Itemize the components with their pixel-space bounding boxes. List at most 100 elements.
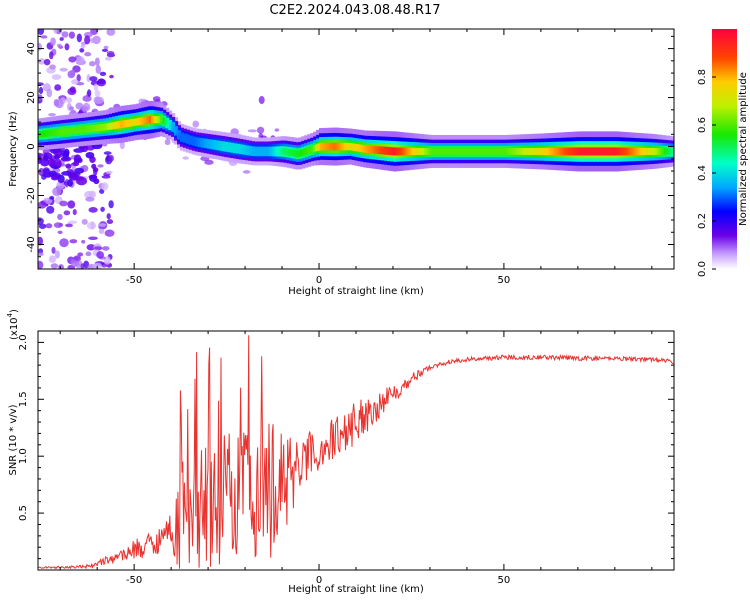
heatmap-noise-cell [59, 37, 64, 41]
colorbar-tick-label: 0.8 [697, 69, 708, 85]
heatmap-noise-cell [54, 84, 62, 91]
heatmap-ridge-core [51, 129, 55, 137]
heatmap-noise-cell [57, 174, 65, 183]
heatmap-ridge-core [208, 141, 212, 147]
heatmap-ridge-core [77, 126, 81, 134]
y-tick-label: -20 [26, 187, 37, 203]
heatmap-ridge-core [193, 139, 197, 145]
heatmap-ridge-core [528, 147, 532, 155]
heatmap-ridge-core [634, 147, 638, 156]
heatmap-ridge-core [623, 147, 627, 156]
heatmap-ridge-core [512, 148, 516, 155]
heatmap-ridge-core [452, 148, 456, 155]
heatmap-ridge-core [284, 148, 288, 155]
heatmap-ridge-core [40, 130, 44, 138]
heatmap-noise-cell [67, 179, 74, 187]
heatmap-ridge-core [164, 119, 168, 126]
heatmap-ridge-core [355, 143, 359, 152]
heatmap-ridge-core [563, 147, 567, 156]
heatmap-ridge-core [554, 147, 558, 156]
heatmap-noise-cell [182, 156, 189, 160]
heatmap-ridge-core [368, 145, 372, 154]
heatmap-ridge-core [113, 121, 117, 130]
x-tick-label: 0 [316, 575, 322, 586]
heatmap-noise-cell [58, 264, 64, 269]
heatmap-noise-cell [96, 78, 107, 87]
heatmap-noise-cell [46, 205, 55, 214]
heatmap-ridge-core [625, 147, 629, 156]
heatmap-ridge-core [468, 148, 472, 155]
heatmap-noise-cell [63, 148, 70, 157]
heatmap-ridge-core [171, 124, 175, 130]
heatmap-noise-cell [192, 120, 199, 128]
snr-x-axis-label: Height of straight line (km) [288, 584, 424, 595]
heatmap-ridge-core [313, 145, 317, 152]
heatmap-ridge-core [277, 148, 281, 155]
heatmap-ridge-core [224, 143, 228, 150]
heatmap-ridge-core [659, 148, 663, 155]
colorbar-ticks: 0.0 0.2 0.4 0.6 0.8 [697, 69, 716, 277]
heatmap-ridge-core [521, 148, 525, 155]
heatmap-ridge-core [126, 119, 130, 127]
heatmap-noise-cell [80, 44, 86, 49]
heatmap-noise-cell [88, 174, 98, 179]
heatmap-noise-cell [38, 29, 45, 36]
heatmap-ridge-core [317, 143, 321, 151]
snr-multiplier-base: (x10 [9, 317, 20, 340]
heatmap-ridge-core [330, 142, 334, 151]
heatmap-noise-cell [164, 139, 171, 146]
heatmap-ridge-core [381, 146, 385, 155]
heatmap-ridge-core [226, 144, 230, 151]
heatmap-ridge-core [590, 147, 594, 156]
heatmap-ridge-core [326, 142, 330, 151]
heatmap-ridge-core [417, 147, 421, 155]
heatmap-ridge-core [648, 147, 652, 156]
heatmap-ridge-core [115, 121, 119, 129]
heatmap-ridge-core [612, 147, 616, 156]
heatmap-ridge-core [537, 147, 541, 156]
heatmap-ridge-core [146, 116, 150, 124]
heatmap-ridge-core [581, 147, 585, 156]
heatmap-ridge-core [228, 144, 232, 151]
heatmap-ridge-core [503, 148, 507, 155]
snr-ticks: -50 0 50 0.5 1.0 1.5 2.0 [18, 331, 674, 586]
heatmap-ridge-core [353, 143, 357, 151]
heatmap-ridge-core [495, 148, 499, 155]
heatmap-noise-cell [67, 87, 77, 96]
heatmap-noise-cell [75, 102, 84, 110]
heatmap-ridge-core [348, 142, 352, 151]
heatmap-noise-cell [103, 151, 112, 155]
heatmap-ridge-core [446, 148, 450, 155]
heatmap-ridge-core [621, 147, 625, 156]
heatmap-noise-cell [63, 210, 71, 216]
heatmap-ridge-core [437, 148, 441, 155]
svg-text:(x104): (x104) [6, 309, 20, 340]
heatmap-noise-cell [89, 61, 96, 67]
heatmap-ridge-core [120, 120, 124, 129]
heatmap-noise-cell [108, 154, 114, 162]
heatmap-ridge-core [157, 116, 161, 124]
heatmap-ridge-core [577, 147, 581, 156]
heatmap-ridge-core [142, 116, 146, 125]
heatmap-noise-cell [96, 251, 105, 259]
heatmap-ridge-core [390, 147, 394, 156]
heatmap-noise-cell [70, 109, 76, 114]
heatmap-noise-cell [88, 236, 98, 241]
heatmap-noise-cell [47, 158, 56, 167]
heatmap-ridge-core [597, 147, 601, 156]
heatmap-ridge-core [339, 142, 343, 151]
snr-panel: -50 0 50 0.5 1.0 1.5 2.0 Height of straight li… [6, 309, 675, 595]
heatmap-noise-cell [86, 221, 97, 230]
snr-plot-area [38, 331, 674, 570]
heatmap-ridge-core [293, 150, 297, 157]
heatmap-ridge-core [572, 147, 576, 156]
heatmap-noise-cell [77, 157, 83, 163]
heatmap-ridge-core [661, 148, 665, 155]
snr-y-axis-label: SNR (10 * v/v) [8, 404, 19, 475]
heatmap-ridge-core [133, 118, 137, 126]
heatmap-ridge-core [44, 130, 48, 137]
y-tick-label: 1.0 [18, 448, 29, 464]
heatmap-ridge-cell [674, 144, 678, 159]
heatmap-ridge-core [324, 142, 328, 151]
heatmap-ridge-core [439, 148, 443, 155]
